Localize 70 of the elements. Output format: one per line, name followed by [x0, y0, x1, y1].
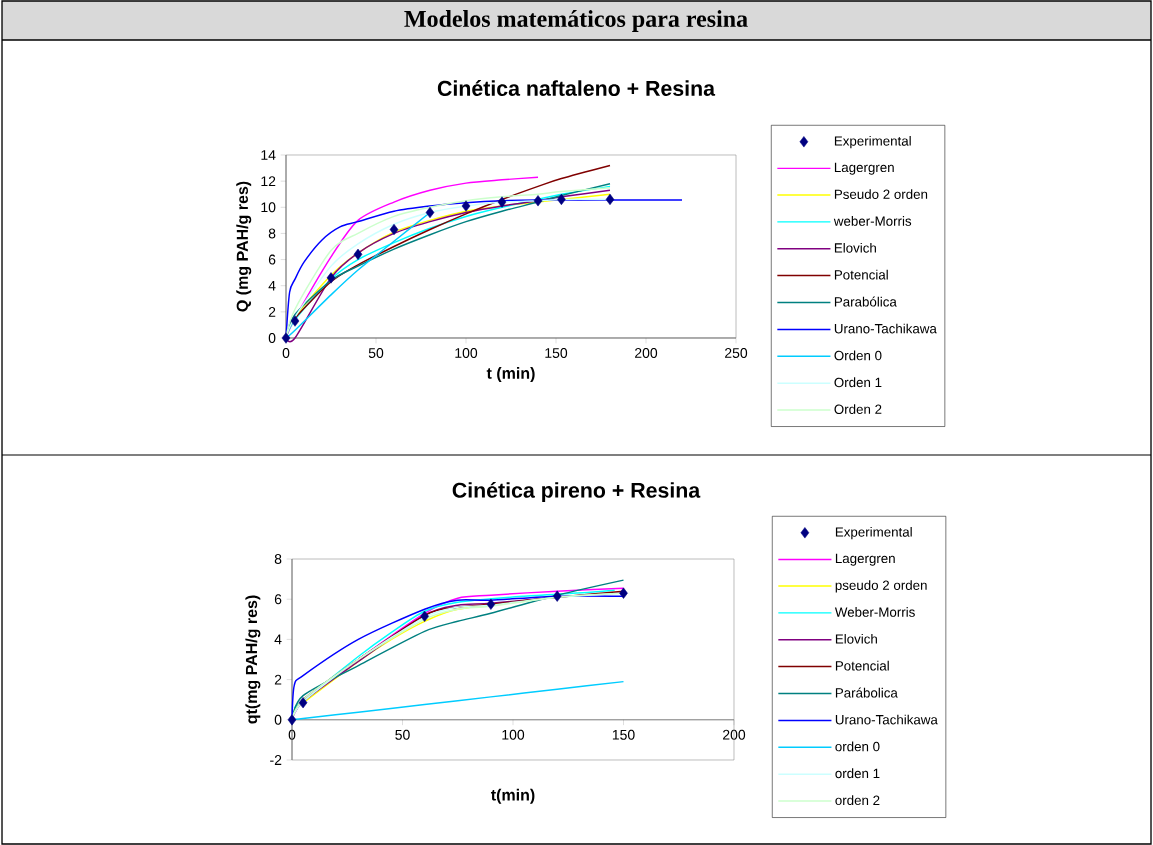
x-tick-label: 200 [635, 348, 658, 358]
point [425, 206, 435, 219]
point [486, 598, 496, 610]
legend-label: pseudo 2 orden [835, 580, 927, 593]
point [533, 195, 543, 207]
y-tick-label: 4 [274, 634, 282, 645]
x-tick-label: 0 [282, 348, 290, 358]
chart-title: Cinética pireno + Resina [452, 481, 701, 503]
legend-label: Weber-Morris [834, 607, 915, 617]
y-tick-label: 6 [274, 594, 282, 605]
point [281, 332, 291, 344]
legend-label: Orden 1 [834, 377, 882, 388]
x-tick-label: 50 [395, 729, 410, 740]
y-tick-label: 6 [268, 254, 276, 265]
y-tick-label: 10 [261, 202, 276, 213]
x-tick-label: 200 [723, 729, 746, 740]
legend-label: Orden 0 [834, 350, 882, 361]
y-tick-label: 0 [268, 333, 276, 343]
y-tick-label: 14 [261, 150, 276, 160]
point [326, 272, 336, 284]
point [353, 248, 363, 260]
legend-label: orden 2 [835, 795, 880, 806]
legend-label: Urano-Tachikawa [835, 714, 938, 725]
legend-label: Elovich [835, 633, 877, 644]
legend-label: orden 1 [835, 768, 880, 779]
y-tick-label: 2 [268, 306, 276, 317]
legend-label: Pseudo 2 orden [834, 189, 928, 199]
x-tick-label: 250 [725, 348, 748, 358]
legend-label: Parabólica [834, 296, 897, 307]
x-tick-label: 150 [612, 729, 635, 740]
y-tick-label: 4 [268, 280, 276, 291]
legend-label: Potencial [834, 269, 888, 280]
y-tick-label: -2 [270, 755, 282, 765]
y-axis-title: qt(mg PAH/g res) [245, 595, 261, 724]
point [389, 223, 399, 236]
x-tick-label: 100 [455, 348, 478, 358]
chart-title: Cinética naftaleno + Resina [437, 80, 716, 96]
point [461, 200, 471, 212]
legend-label: Orden 2 [834, 404, 882, 414]
x-tick-label: 50 [368, 348, 384, 358]
point [605, 193, 615, 206]
legend-label: Lagergren [834, 162, 894, 175]
legend-label: Experimental [835, 526, 912, 540]
legend-label: Lagergren [835, 553, 895, 566]
legend-label: Experimental [834, 135, 911, 149]
y-tick-label: 2 [274, 674, 282, 685]
y-tick-label: 0 [274, 714, 282, 725]
legend-label: Potencial [835, 660, 889, 671]
legend-label: Urano-Tachikawa [834, 323, 937, 334]
point [290, 315, 300, 327]
y-tick-label: 8 [268, 228, 276, 239]
point [552, 590, 562, 602]
legend-label: Parábolica [835, 687, 898, 698]
x-tick-label: 100 [502, 729, 525, 740]
point [420, 610, 429, 622]
text: Modelos matemáticos para resina [404, 10, 748, 32]
legend-label: Elovich [834, 242, 876, 253]
point [287, 714, 297, 726]
y-axis-title: Q (mg PAH/g res) [236, 181, 252, 312]
x-tick-label: 150 [545, 348, 568, 358]
x-axis-title: t (min) [486, 367, 535, 383]
x-axis-title: t(min) [490, 788, 535, 804]
x-tick-label: 0 [288, 729, 296, 740]
point [298, 697, 308, 709]
y-tick-label: 12 [261, 176, 276, 187]
point [619, 587, 628, 599]
point [497, 196, 507, 208]
legend-label: weber-Morris [833, 216, 912, 226]
y-tick-label: 8 [274, 554, 282, 564]
legend-label: orden 0 [835, 741, 880, 752]
